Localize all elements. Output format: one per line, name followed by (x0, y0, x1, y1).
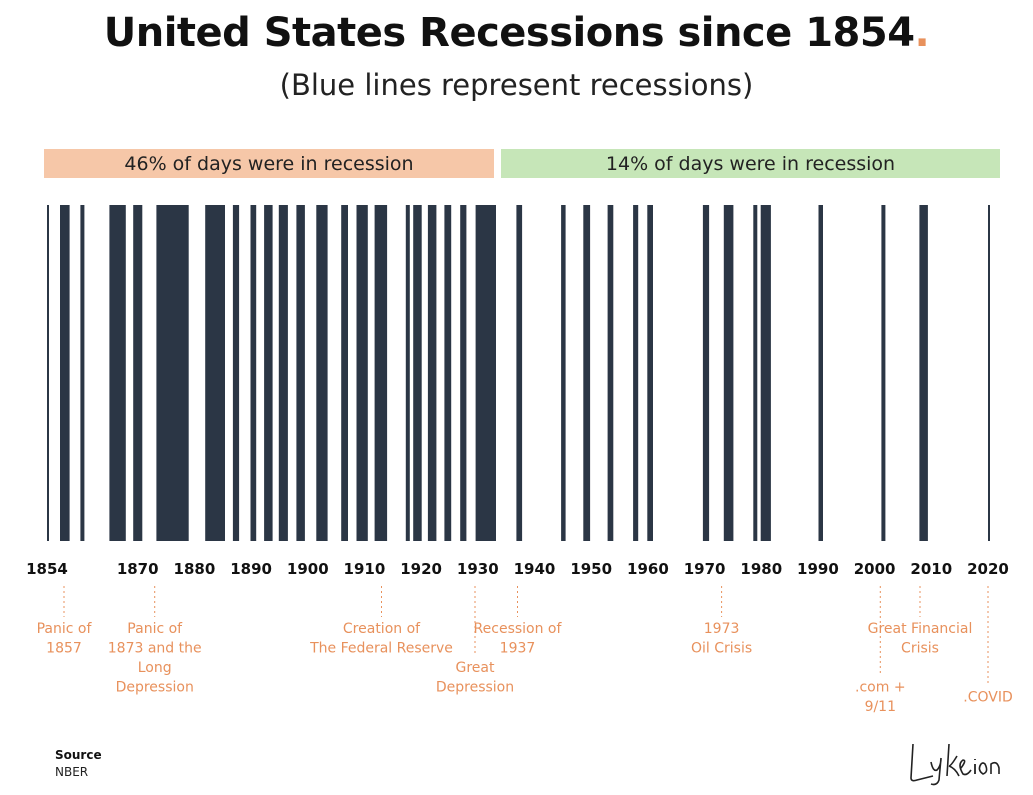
event-annotation: Panic of 1873 and the Long Depression (108, 621, 202, 696)
recession-bar (60, 205, 70, 541)
event-annotation: Recession of 1937 (474, 621, 563, 657)
recession-bar (374, 205, 388, 541)
x-tick-label: 1970 (684, 560, 726, 578)
event-annotations: Panic of 1857 Panic of 1873 and the Long Depr… (37, 586, 1013, 715)
recession-bar (232, 205, 240, 541)
x-tick-label: 1950 (570, 560, 612, 578)
event-annotation: .com +9/11 (855, 680, 906, 716)
recession-bar (633, 205, 639, 541)
x-tick-label: 1870 (117, 560, 159, 578)
source-value: NBER (55, 765, 89, 779)
recession-bar (427, 205, 437, 541)
recession-bar (250, 205, 257, 541)
x-tick-label: 1900 (287, 560, 329, 578)
recession-bar (205, 205, 225, 541)
recession-bar (818, 205, 823, 541)
recession-bar (444, 205, 452, 541)
recession-bar (561, 205, 566, 541)
recession-bar (760, 205, 771, 541)
event-annotation: Panic of 1857 (37, 621, 93, 657)
recession-bar (702, 205, 710, 541)
era-band-late: 14% of days were in recession (501, 149, 1000, 178)
recession-bar (583, 205, 591, 541)
event-annotation: .COVID (963, 689, 1013, 705)
recession-bar (919, 205, 928, 541)
recession-bar (988, 205, 990, 541)
x-axis-ticks: 1854 1870 1880 1890 1900 1910 1920 1930 1940 1950… (26, 560, 1009, 578)
era-band-early: 46% of days were in recession (44, 149, 494, 178)
recession-bar (723, 205, 734, 541)
recession-bar (264, 205, 273, 541)
recession-bar (881, 205, 886, 541)
recession-bar (278, 205, 288, 541)
recession-bar (516, 205, 523, 541)
recession-bar (296, 205, 305, 541)
recession-bar (475, 205, 496, 541)
recession-bar (80, 205, 85, 541)
x-tick-label: 2000 (854, 560, 896, 578)
event-annotation: Creation of The Federal Reserve (309, 621, 453, 657)
recession-bar (460, 205, 467, 541)
chart-subtitle: (Blue lines represent recessions) (279, 68, 754, 102)
x-tick-label: 1960 (627, 560, 669, 578)
x-tick-label: 1854 (26, 560, 68, 578)
x-tick-label: 1920 (400, 560, 442, 578)
x-tick-label: 2010 (910, 560, 952, 578)
x-tick-label: 1930 (457, 560, 499, 578)
chart-title: United States Recessions since 1854. (0, 10, 1033, 56)
lykeion-logo (910, 743, 1000, 786)
event-annotation: Great Depression (436, 660, 514, 696)
recession-bar (647, 205, 653, 541)
recession-bar (156, 205, 189, 541)
x-tick-label: 1990 (797, 560, 839, 578)
x-tick-label: 1890 (230, 560, 272, 578)
x-tick-label: 1940 (514, 560, 556, 578)
x-tick-label: 1980 (740, 560, 782, 578)
recession-bar (753, 205, 758, 541)
recession-bars (47, 205, 990, 541)
source-label: Source (55, 748, 102, 762)
event-annotation: 1973 Oil Crisis (691, 621, 752, 657)
x-tick-label: 2020 (967, 560, 1009, 578)
recession-bar (47, 205, 49, 541)
recession-bar (341, 205, 348, 541)
x-tick-label: 1880 (174, 560, 216, 578)
chart-title-text: United States Recessions since 1854 (103, 10, 915, 56)
recession-bar (133, 205, 143, 541)
recession-bar (356, 205, 368, 541)
x-tick-label: 1910 (344, 560, 386, 578)
event-annotation: Great Financial Crisis (868, 621, 973, 657)
recession-bar (607, 205, 614, 541)
chart-title-dot: . (914, 10, 930, 56)
recession-bar (405, 205, 410, 541)
recession-bar (109, 205, 126, 541)
recession-bar (316, 205, 328, 541)
recession-bar (413, 205, 422, 541)
